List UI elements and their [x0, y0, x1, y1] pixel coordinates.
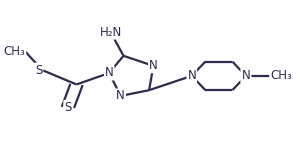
- Text: N: N: [149, 59, 158, 72]
- Text: H₂N: H₂N: [100, 26, 122, 39]
- Text: S: S: [64, 101, 72, 114]
- Text: N: N: [188, 69, 196, 82]
- Text: N: N: [116, 89, 125, 102]
- Text: N: N: [242, 69, 250, 82]
- Text: N: N: [105, 66, 114, 80]
- Text: CH₃: CH₃: [270, 69, 292, 82]
- Text: N: N: [242, 69, 250, 82]
- Text: S: S: [35, 64, 42, 77]
- Text: CH₃: CH₃: [4, 45, 25, 58]
